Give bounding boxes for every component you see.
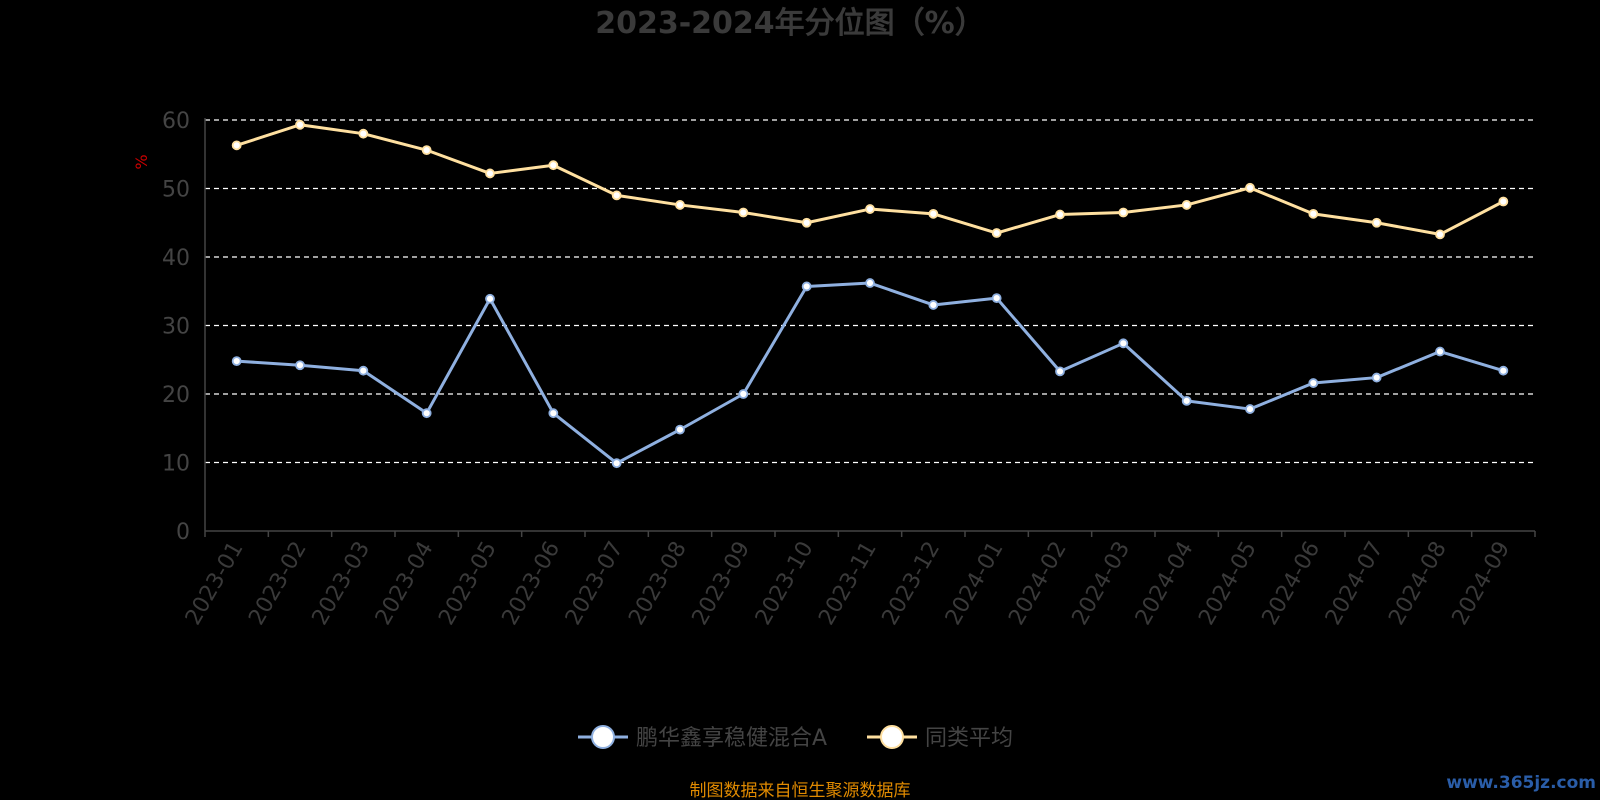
data-point [1308,378,1319,388]
chart-title: 2023-2024年分位图（%） [595,6,985,41]
x-tick-label: 2024-09 [1448,537,1516,629]
data-point [865,278,875,288]
data-point [1371,217,1382,228]
data-point [485,168,495,179]
series-1 [231,119,1509,240]
data-point [1055,209,1065,220]
data-point [801,281,812,292]
data-point [1245,404,1255,414]
x-tick-label: 2023-09 [688,537,756,629]
data-point [928,300,939,310]
x-tick-label: 2024-08 [1384,537,1452,629]
x-tick-label: 2023-06 [498,537,566,629]
data-point [421,145,432,156]
y-tick-label: 30 [162,315,190,340]
x-tick-label: 2023-12 [878,537,946,629]
y-tick-label: 20 [162,383,190,408]
data-point [611,458,622,469]
legend-label: 同类平均 [925,726,1013,751]
data-point [295,119,305,130]
data-point [1308,208,1319,219]
data-point [991,293,1002,304]
y-axis-label: % [132,154,151,169]
legend-marker [591,725,615,749]
legend-marker [880,725,904,749]
y-tick-label: 40 [162,246,190,271]
x-tick-label: 2024-07 [1321,537,1389,629]
data-point [675,424,685,435]
data-point [611,190,622,201]
data-point [865,204,875,214]
data-point [1118,338,1129,349]
x-tick-label: 2023-07 [561,537,629,629]
x-tick-label: 2023-05 [434,537,502,629]
data-point [675,200,685,210]
series-0 [231,278,1509,469]
x-tick-label: 2024-02 [1004,537,1072,629]
data-point [548,408,559,419]
watermark: www.365jz.com [1446,773,1596,793]
y-tick-label: 10 [162,452,190,477]
data-point [738,389,749,399]
data-point [1245,182,1255,193]
data-point [801,217,812,228]
x-axis-ticks: 2023-012023-022023-032023-042023-052023-… [181,537,1515,629]
data-point [1435,346,1445,357]
y-tick-label: 60 [162,109,190,134]
x-tick-label: 2023-03 [308,537,376,629]
data-point [295,360,305,371]
x-tick-label: 2023-01 [181,537,249,629]
gridlines [205,119,1535,464]
x-tick-label: 2024-01 [941,537,1009,629]
data-point [1181,200,1192,210]
legend-item[interactable]: 鹏华鑫享稳健混合A [578,725,827,751]
x-tick-label: 2023-04 [371,537,439,629]
data-point [231,140,242,151]
series-line [236,281,1504,465]
legend: 鹏华鑫享稳健混合A 同类平均 [578,725,1013,751]
x-tick-label: 2024-06 [1258,537,1326,629]
data-point [1371,372,1382,383]
data-point [991,228,1002,238]
x-tick-label: 2024-04 [1131,537,1199,629]
legend-item[interactable]: 同类平均 [867,725,1013,751]
data-point [548,160,559,171]
data-point [1055,366,1065,377]
data-point [421,408,432,419]
data-source-note: 制图数据来自恒生聚源数据库 [690,781,911,800]
axes [204,118,1536,537]
series-group [231,119,1509,469]
data-point [738,207,749,218]
data-point [1498,196,1509,207]
y-tick-label: 50 [162,178,190,203]
data-point [928,208,939,219]
legend-label: 鹏华鑫享稳健混合A [636,726,827,751]
data-point [231,356,242,367]
data-point [1435,229,1445,240]
x-tick-label: 2023-11 [814,537,882,629]
x-tick-label: 2023-10 [751,537,819,629]
data-point [485,293,495,304]
x-tick-label: 2023-02 [244,537,312,629]
data-point [1118,207,1129,218]
data-point [358,128,369,139]
data-point [1498,365,1509,376]
y-tick-label: 0 [176,520,190,545]
x-tick-label: 2023-08 [624,537,692,629]
y-axis-ticks: 0 10 20 30 40 50 60 [162,109,190,545]
data-point [1181,395,1192,406]
x-tick-label: 2024-05 [1194,537,1262,629]
data-point [358,365,369,376]
x-tick-label: 2024-03 [1068,537,1136,629]
